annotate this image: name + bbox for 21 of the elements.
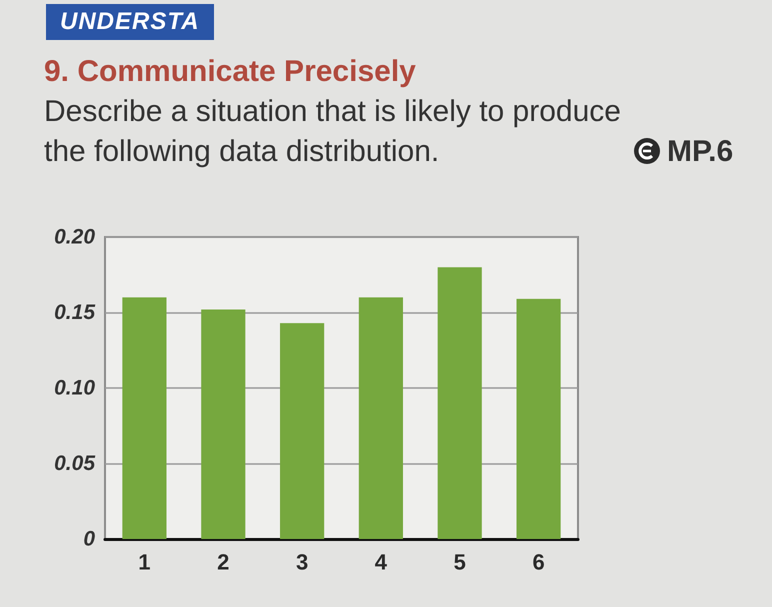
y-tick-label: 0 xyxy=(83,528,96,550)
x-tick-label: 1 xyxy=(138,550,151,574)
text: UNDERSTA xyxy=(46,4,214,40)
y-tick-label: 0.05 xyxy=(54,452,96,475)
bar xyxy=(201,309,246,539)
x-tick-label: 5 xyxy=(454,550,466,574)
bar xyxy=(122,297,166,539)
bar xyxy=(280,323,324,539)
y-tick-label: 0.10 xyxy=(54,376,96,400)
x-tick-label: 3 xyxy=(296,550,308,574)
x-tick-label: 6 xyxy=(532,550,545,574)
x-tick-label: 4 xyxy=(374,550,388,574)
y-tick-label: 0.15 xyxy=(54,301,96,324)
bar xyxy=(358,297,403,539)
chart-title: 9. Communicate Precisely xyxy=(44,54,417,90)
y-tick-label: 0.20 xyxy=(54,226,96,248)
bar xyxy=(516,298,561,539)
chart-subtitle: Describe a situation that is likely to produce the following data distribution. xyxy=(44,94,622,170)
text: MP.6 xyxy=(667,135,734,168)
bar xyxy=(438,267,482,539)
x-tick-label: 2 xyxy=(217,550,230,574)
